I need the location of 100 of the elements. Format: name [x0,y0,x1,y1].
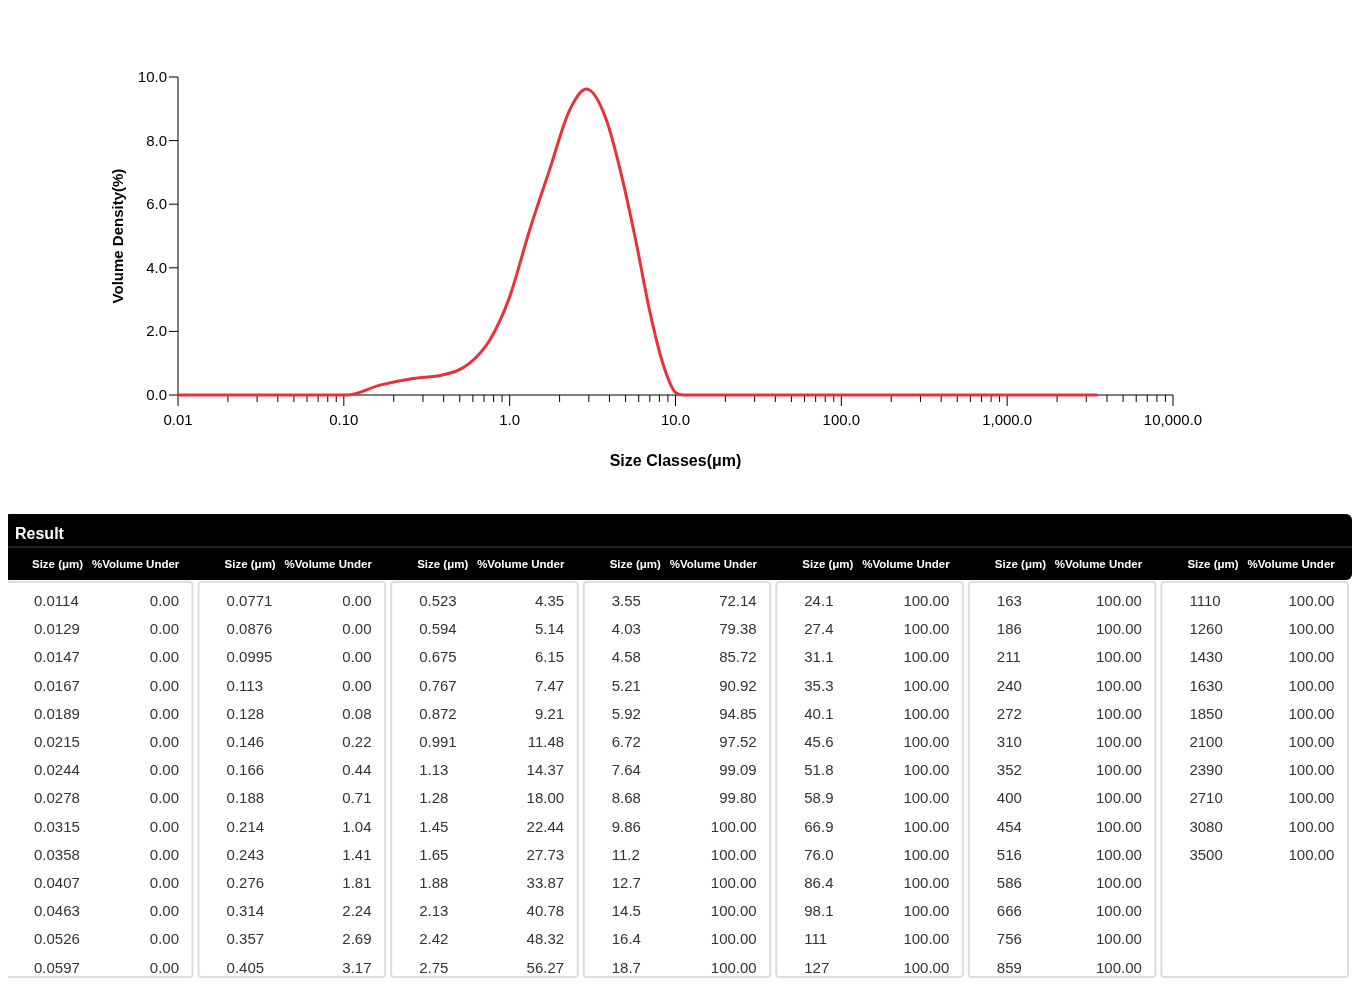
x-axis-title: Size Classes(μm) [609,452,742,469]
text: 85.72 [719,648,757,666]
text: 1.65 [419,845,449,863]
text: 94.85 [719,704,757,722]
text: 0.405 [226,958,265,976]
text: 0.71 [342,789,372,807]
text: 100.00 [903,648,950,666]
text: 0.767 [419,676,457,694]
text: 100.00 [1095,817,1142,835]
x-tick-label: 1.0 [499,411,521,428]
text: 0.314 [226,902,265,920]
text: 0.0215 [34,733,80,750]
text: 0.872 [419,704,457,722]
text: 0.0114 [34,592,79,609]
text: 0.188 [226,789,265,807]
text: 100.00 [1095,761,1142,779]
text: 2710 [1189,789,1223,807]
x-tick-label: 0.01 [163,411,193,428]
text: 0.00 [149,789,179,807]
text: 0.08 [342,704,372,722]
text: 100.00 [1288,620,1335,638]
text: Result [15,525,65,542]
text: Size (μm) [32,558,84,570]
text: 400 [996,789,1022,807]
text: 0.00 [149,592,179,609]
text: 1.04 [342,817,372,835]
text: 0.0167 [34,676,80,694]
text: 100.00 [710,902,757,920]
text: 586 [996,874,1022,891]
text: 40.1 [804,704,834,722]
text: %Volume Under [92,558,180,570]
text: 31.1 [804,648,834,666]
text: 100.00 [710,817,757,835]
text: 0.357 [226,930,265,948]
text: Size (μm) [1187,558,1239,570]
text: 0.00 [149,761,179,779]
text: 27.4 [804,620,834,638]
x-tick-label: 1,000.0 [982,411,1033,428]
text: 0.128 [226,704,265,722]
text: 100.00 [710,930,757,948]
text: 100.00 [1095,620,1142,638]
text: 1430 [1189,648,1223,666]
text: 100.00 [1288,592,1335,609]
text: 2.24 [342,902,372,920]
x-tick-label: 100.0 [822,411,861,428]
text: 100.00 [903,676,950,694]
text: 3.55 [611,592,641,609]
text: 100.00 [710,845,757,863]
text: 100.00 [903,874,950,891]
text: 100.00 [1288,817,1335,835]
text: 100.00 [903,817,950,835]
text: 22.44 [526,817,565,835]
text: 6.72 [611,733,641,750]
text: 86.4 [804,874,834,891]
text: 76.0 [804,845,834,863]
y-tick-label: 6.0 [146,195,167,213]
text: Size (μm) [994,558,1046,570]
text: 127 [804,958,830,976]
text: 100.00 [1288,761,1335,779]
text: 9.21 [534,704,565,722]
text: 1260 [1189,620,1223,638]
text: 272 [996,704,1022,722]
text: 0.0244 [34,761,80,779]
text: 98.1 [804,902,834,920]
text: 100.00 [1288,704,1335,722]
text: 97.52 [719,733,757,750]
text: 756 [996,930,1022,948]
text: 4.58 [611,648,641,666]
text: 100.00 [1095,704,1142,722]
text: 0.214 [226,817,265,835]
text: 1.81 [342,874,372,891]
text: 90.92 [719,676,757,694]
text: 11.48 [527,733,565,750]
text: 100.00 [1095,930,1142,948]
y-tick-label: 2.0 [146,322,167,340]
text: 666 [996,902,1022,920]
text: 33.87 [526,874,565,891]
text: 2.75 [419,958,449,976]
text: 0.0315 [34,817,80,835]
text: 7.47 [534,676,565,694]
text: 100.00 [1288,845,1335,863]
text: 100.00 [1095,874,1142,891]
text: 3500 [1189,845,1223,863]
text: 100.00 [903,958,950,976]
text: Size (μm) [802,558,854,570]
text: 11.2 [611,845,640,863]
text: 0.00 [149,958,179,976]
text: 0.243 [226,845,265,863]
text: 35.3 [804,676,834,694]
text: 100.00 [903,592,950,609]
text: %Volume Under [477,558,565,570]
text: 0.0876 [226,620,273,638]
text: 111 [804,930,828,948]
text: 0.113 [226,676,264,694]
text: 100.00 [903,845,950,863]
text: %Volume Under [284,558,372,570]
text: 100.00 [1095,648,1142,666]
text: 100.00 [903,620,950,638]
text: 211 [996,648,1021,666]
text: %Volume Under [1247,558,1335,570]
